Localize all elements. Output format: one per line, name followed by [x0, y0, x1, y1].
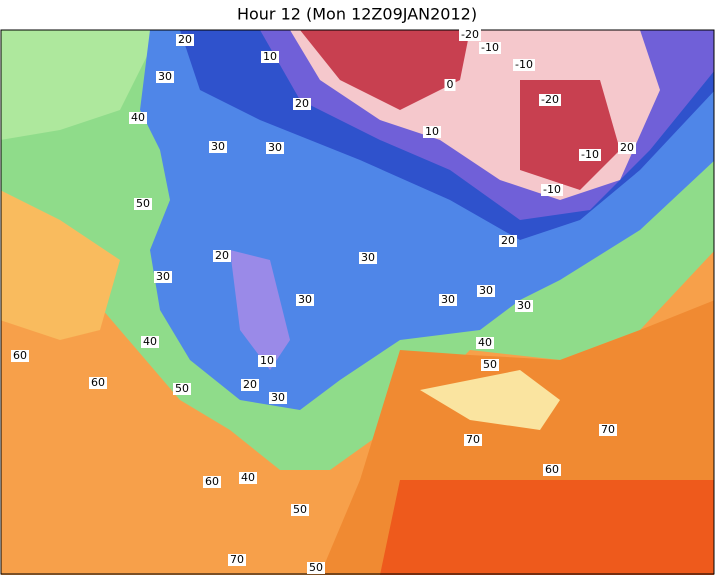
contour-label: 40 [478, 336, 492, 349]
contour-label-box [479, 42, 501, 54]
contour-label: 60 [91, 376, 105, 389]
contour-label-box [296, 294, 314, 306]
contour-label: 40 [131, 111, 145, 124]
contour-label: 20 [215, 249, 229, 262]
contour-label: 30 [211, 140, 225, 153]
contour-label: 60 [545, 463, 559, 476]
contour-label: -10 [481, 41, 499, 54]
contour-label: 60 [205, 475, 219, 488]
map-title: Hour 12 (Mon 12Z09JAN2012) [237, 5, 477, 24]
contour-label: 70 [466, 433, 480, 446]
contour-label-box [241, 379, 259, 391]
contour-label-box [464, 434, 482, 446]
contour-label: -10 [581, 148, 599, 161]
contour-label: 0 [447, 78, 454, 91]
contour-label-box [423, 126, 441, 138]
contour-label-box [539, 94, 561, 106]
contour-label: 20 [178, 33, 192, 46]
contour-label-box [359, 252, 377, 264]
contour-label: -20 [541, 93, 559, 106]
contour-label: 40 [241, 471, 255, 484]
contour-label: 30 [517, 299, 531, 312]
contour-label: 30 [156, 270, 170, 283]
contour-label: 10 [260, 354, 274, 367]
contour-label-box [476, 337, 494, 349]
contour-label-box [209, 141, 227, 153]
light-orange-region [1, 190, 120, 340]
contour-label-box [228, 554, 246, 566]
red-region [300, 30, 620, 190]
contour-label-box [266, 142, 284, 154]
contour-label: 70 [601, 423, 615, 436]
contour-label: 40 [143, 335, 157, 348]
contour-label-box [11, 350, 29, 362]
light-green-region [1, 30, 160, 140]
contour-label-box [203, 476, 221, 488]
contour-label-box [129, 112, 147, 124]
contour-label-box [439, 294, 457, 306]
contour-label-box [239, 472, 257, 484]
contour-label: 20 [295, 97, 309, 110]
contour-label-box [444, 79, 456, 91]
contour-label-box [541, 184, 563, 196]
contour-label-box [515, 300, 533, 312]
contour-label: 50 [483, 358, 497, 371]
contour-label-box [173, 383, 191, 395]
map-frame [0, 29, 715, 575]
contour-label: 30 [479, 284, 493, 297]
contour-label-box [291, 504, 309, 516]
contour-label-box [141, 336, 159, 348]
contour-label: 20 [501, 234, 515, 247]
contour-label-box [477, 285, 495, 297]
contour-label: 10 [263, 50, 277, 63]
contour-label-box [134, 198, 152, 210]
contour-label: -10 [543, 183, 561, 196]
contour-label-box [258, 355, 276, 367]
contour-label-box [213, 250, 231, 262]
contour-label: 30 [271, 391, 285, 404]
contour-label-box [307, 562, 325, 574]
contour-label: 50 [309, 561, 323, 574]
contour-label-box [579, 149, 601, 161]
contour-label-box [543, 464, 561, 476]
contour-label-box [618, 142, 636, 154]
contour-label: 30 [441, 293, 455, 306]
contour-label: 30 [268, 141, 282, 154]
contour-label: -10 [515, 58, 533, 71]
contour-label: 60 [13, 349, 27, 362]
contour-label: 50 [175, 382, 189, 395]
contour-label-box [261, 51, 279, 63]
deep-orange-region [380, 480, 714, 575]
map-field [0, 29, 715, 575]
contour-label-box [269, 392, 287, 404]
contour-label: 20 [243, 378, 257, 391]
lavender-region [230, 250, 290, 370]
contour-label: 50 [136, 197, 150, 210]
contour-label: 70 [230, 553, 244, 566]
yellow-region [420, 370, 560, 430]
contour-label-box [156, 71, 174, 83]
contour-label: -20 [461, 28, 479, 41]
contour-label-box [481, 359, 499, 371]
contour-label-box [154, 271, 172, 283]
contour-label: 10 [425, 125, 439, 138]
contour-label-box [513, 59, 535, 71]
contour-label: 20 [620, 141, 634, 154]
contour-label: 30 [361, 251, 375, 264]
contour-label-box [89, 377, 107, 389]
contour-label-box [459, 29, 481, 41]
contour-label-box [176, 34, 194, 46]
contour-label-box [499, 235, 517, 247]
contour-label-box [599, 424, 617, 436]
contour-label-box [293, 98, 311, 110]
contour-label: 50 [293, 503, 307, 516]
contour-label: 30 [158, 70, 172, 83]
contour-label: 30 [298, 293, 312, 306]
